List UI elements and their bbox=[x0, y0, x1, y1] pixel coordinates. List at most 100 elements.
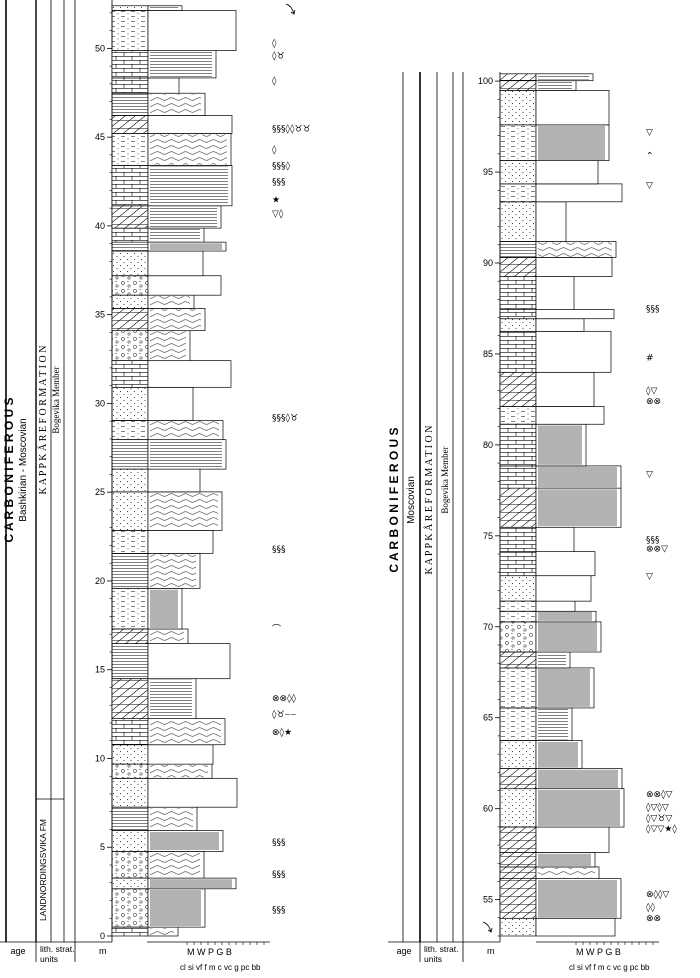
left-fossil-column: §§§§§§§§§⊗◊★◊♉⌣⌣⊗⊗◊◊⌒§§§§§§◊♉▽◊★§§§§§§◊◊… bbox=[272, 38, 311, 915]
sedimentary-structure bbox=[150, 554, 196, 588]
lithology-bed bbox=[499, 406, 537, 425]
right-formation-label: K A P P K Å R E F O R M A T I O N bbox=[423, 426, 435, 575]
lithology-bed bbox=[499, 526, 537, 553]
grain-profile-bed bbox=[535, 406, 605, 425]
fossil-symbol: # bbox=[646, 354, 654, 364]
left-depth-ticks: 0 5 10 15 20 25 30 35 40 45 50 bbox=[95, 12, 112, 941]
lithology-bed bbox=[111, 275, 149, 296]
left-lithology-log bbox=[111, 5, 238, 937]
fossil-symbol: ▽ bbox=[646, 181, 653, 191]
lithology-bed bbox=[499, 423, 537, 467]
grain-profile-bed bbox=[535, 551, 596, 577]
right-grain-bottom: cl si vf f m c vc g pc bb bbox=[569, 963, 650, 972]
lithology-bed bbox=[499, 201, 537, 242]
left-age-label: Bashkirian - Moscovian bbox=[18, 418, 29, 521]
grain-profile-bed bbox=[535, 183, 623, 203]
sedimentary-structure bbox=[538, 853, 591, 866]
right-grain-ticks bbox=[575, 942, 654, 945]
depth-tick-label: 0 bbox=[100, 931, 105, 941]
lithology-bed bbox=[111, 530, 149, 554]
sedimentary-structure bbox=[150, 629, 184, 643]
left-strat-footer-2: units bbox=[40, 954, 58, 964]
left-grain-top: M W P G B bbox=[187, 947, 232, 957]
grain-profile-bed bbox=[147, 10, 237, 52]
lithology-bed bbox=[499, 90, 537, 126]
lithology-bed bbox=[111, 587, 149, 630]
fossil-symbol: ◊▽▽★◊ bbox=[646, 824, 677, 835]
lithology-bed bbox=[111, 439, 149, 470]
sedimentary-structure bbox=[150, 229, 200, 242]
lithology-bed bbox=[499, 575, 537, 602]
left-grain-bottom: cl si vf f m c vc g pc bb bbox=[180, 963, 261, 972]
lithology-bed bbox=[111, 165, 149, 207]
lithology-bed bbox=[111, 386, 149, 421]
sedimentary-structure bbox=[538, 867, 595, 878]
right-grain-top: M W P G B bbox=[576, 947, 621, 957]
fossil-symbol: ⊗⊗◊◊ bbox=[272, 693, 297, 704]
lithology-bed bbox=[499, 276, 537, 310]
lithology-bed bbox=[111, 241, 149, 252]
sedimentary-structure bbox=[150, 309, 201, 330]
fossil-symbol: §§§◊♉ bbox=[272, 413, 298, 424]
grain-profile-bed bbox=[535, 575, 592, 602]
fossil-symbol: ⊗⊗ bbox=[646, 397, 661, 407]
depth-tick-label: 30 bbox=[95, 398, 105, 408]
grain-profile-bed bbox=[535, 826, 610, 853]
lithology-bed bbox=[111, 468, 149, 493]
lithology-bed bbox=[499, 124, 537, 161]
depth-tick-label: 10 bbox=[95, 753, 105, 763]
lithology-bed bbox=[499, 257, 537, 277]
sedimentary-structure bbox=[538, 652, 566, 667]
left-formation-label: K A P P K Å R E F O R M A T I O N bbox=[37, 346, 49, 495]
sedimentary-structure bbox=[150, 831, 219, 851]
lithology-bed bbox=[111, 133, 149, 166]
sedimentary-structure bbox=[538, 489, 617, 527]
lithology-bed bbox=[111, 744, 149, 765]
fossil-symbol: §§§ bbox=[646, 535, 660, 545]
lithology-bed bbox=[111, 115, 149, 134]
grain-profile-bed bbox=[147, 275, 222, 296]
lithology-bed bbox=[499, 330, 537, 373]
grain-profile-bed bbox=[535, 257, 613, 277]
sedimentary-structure bbox=[150, 243, 222, 251]
fossil-symbol: ⊗⊗ bbox=[646, 914, 661, 924]
right-age-label: Moscovian bbox=[406, 476, 417, 524]
grain-profile-bed bbox=[147, 386, 194, 421]
fossil-symbol: ⌃ bbox=[646, 152, 654, 162]
right-depth-ticks: 55 60 65 70 75 80 85 90 95 100 bbox=[478, 76, 500, 937]
lithology-bed bbox=[499, 551, 537, 577]
sedimentary-structure bbox=[150, 331, 186, 360]
lithology-bed bbox=[499, 621, 537, 653]
left-period-label: C A R B O N I F E R O U S bbox=[2, 397, 16, 542]
fossil-symbol: §§§◊ bbox=[272, 161, 291, 172]
fossil-symbol: ◊ bbox=[272, 75, 277, 86]
lithology-bed bbox=[499, 866, 537, 879]
grain-profile-bed bbox=[535, 90, 610, 126]
sedimentary-structure bbox=[150, 296, 190, 308]
fossil-symbol: ⊗◊◊▽ bbox=[646, 889, 669, 900]
sedimentary-structure bbox=[150, 765, 208, 778]
grain-profile-bed bbox=[535, 371, 595, 407]
lithology-bed bbox=[499, 610, 537, 623]
lithology-bed bbox=[111, 806, 149, 831]
right-strat-footer-2: units bbox=[424, 954, 442, 964]
right-member-label: Bogevika Member bbox=[440, 446, 450, 513]
lithology-bed bbox=[111, 330, 149, 362]
lithology-bed bbox=[499, 707, 537, 741]
lithology-bed bbox=[111, 678, 149, 719]
sedimentary-structure bbox=[538, 668, 590, 707]
lithology-bed bbox=[111, 763, 149, 779]
fossil-symbol: ▽ bbox=[646, 572, 653, 582]
lithology-bed bbox=[111, 5, 149, 11]
lithology-bed bbox=[111, 227, 149, 243]
sedimentary-structure bbox=[150, 51, 212, 77]
lithology-bed bbox=[499, 160, 537, 185]
fossil-symbol: ⊗⊗◊▽ bbox=[646, 789, 673, 800]
left-column: C A R B O N I F E R O U S Bashkirian - M… bbox=[0, 0, 311, 972]
depth-tick-label: 80 bbox=[483, 440, 493, 450]
lithology-bed bbox=[111, 851, 149, 879]
lithology-bed bbox=[111, 77, 149, 94]
fossil-symbol: §§§ bbox=[272, 905, 286, 915]
lithology-bed bbox=[499, 667, 537, 709]
left-grain-ticks bbox=[186, 942, 265, 945]
